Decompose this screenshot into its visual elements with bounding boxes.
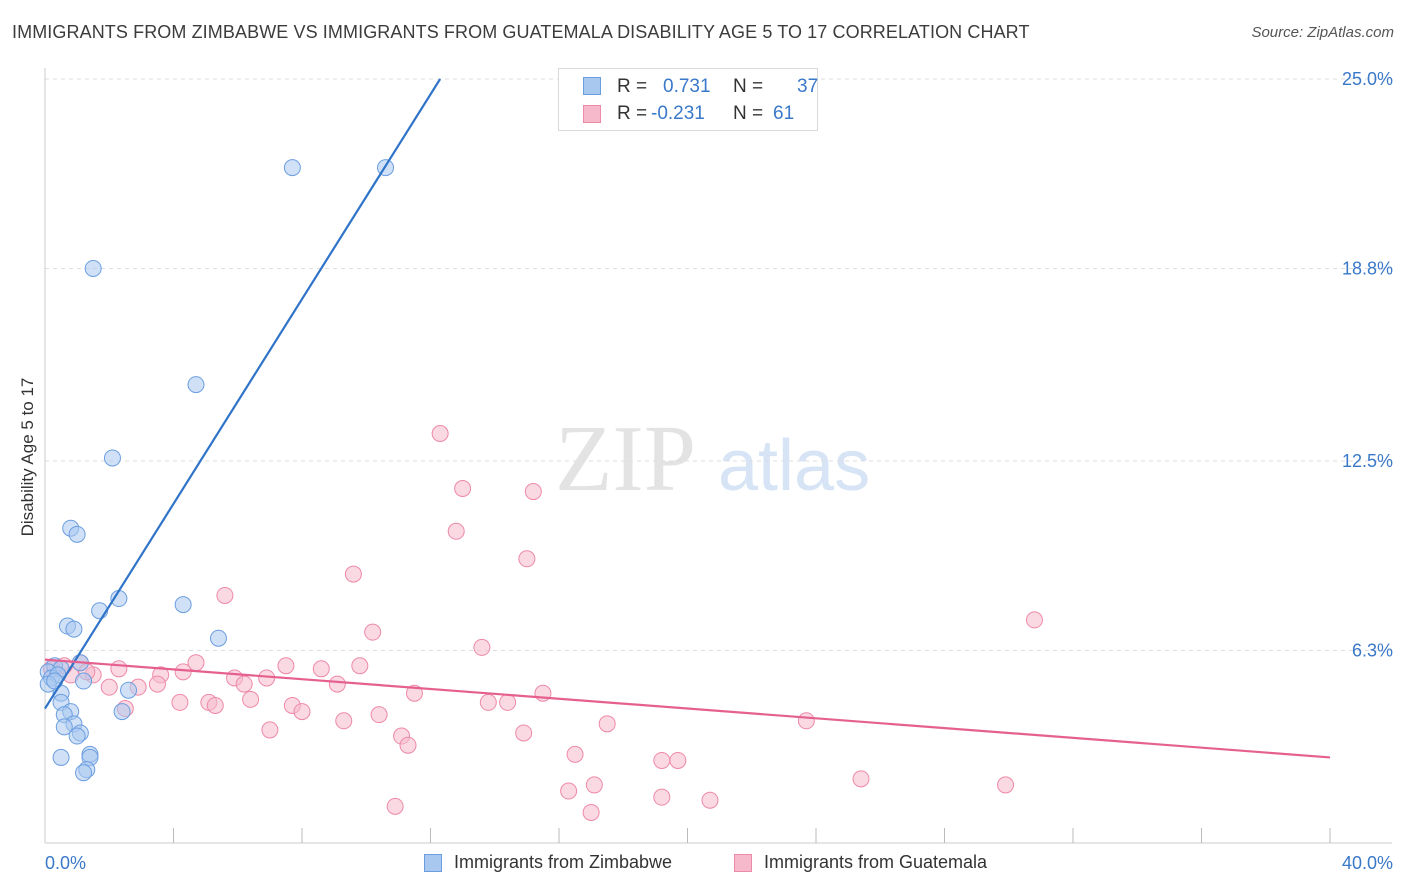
guatemala-point [171,693,189,711]
r-value: -0.231 [651,103,705,124]
guatemala-swatch [734,853,752,872]
guatemala-point [566,745,584,763]
zimbabwe-swatch [583,77,601,95]
zimbabwe-swatch [424,853,442,872]
guatemala-point [351,657,369,675]
grid-lines [45,78,1392,651]
watermark-atlas: atlas [718,426,870,506]
zimbabwe-point [68,727,86,745]
source-label: Source: ZipAtlas.com [1251,24,1394,41]
guatemala-point [479,693,497,711]
y-tick-label: 18.8% [1342,258,1393,278]
guatemala-point [585,776,603,794]
guatemala-point [293,703,311,721]
guatemala-point [328,675,346,693]
guatemala-point [431,424,449,442]
guatemala-point [524,483,542,501]
zimbabwe-point [52,748,70,766]
guatemala-point [669,751,687,769]
guatemala-point [852,770,870,788]
guatemala-point [1025,611,1043,629]
x-tick-label-max: 40.0% [1342,853,1393,873]
trend-lines [44,78,1331,759]
zimbabwe-point [209,629,227,647]
guatemala-point [235,675,253,693]
guatemala-point [701,791,719,809]
correlation-legend: R = 0.731 N = 37 R = -0.231 N = 61 [558,68,818,131]
guatemala-point [261,721,279,739]
guatemala-point [386,797,404,815]
r-label: R = [617,103,648,124]
guatemala-point [277,657,295,675]
guatemala-point [473,638,491,656]
guatemala-point [598,715,616,733]
guatemala-swatch [583,105,601,123]
guatemala-point [560,782,578,800]
r-label: R = [617,76,648,97]
n-value: 61 [773,103,795,124]
guatemala-point [312,660,330,678]
guatemala-point [148,675,166,693]
zimbabwe-point [283,159,301,177]
guatemala-point [344,565,362,583]
axes [44,68,1392,844]
guatemala-point [242,690,260,708]
guatemala-point [447,522,465,540]
guatemala-point [100,678,118,696]
series-legend: Immigrants from Zimbabwe Immigrants from… [0,852,1406,878]
watermark-zip: ZIP [555,407,696,511]
zimbabwe-point [68,525,86,543]
guatemala-point [997,776,1015,794]
guatemala-point [797,712,815,730]
guatemala-point [364,623,382,641]
zimbabwe-point [55,718,73,736]
legend-label-zimbabwe: Immigrants from Zimbabwe [454,852,673,872]
watermark: ZIP atlas [555,407,870,511]
zimbabwe-point [75,764,93,782]
n-value: 37 [797,76,819,97]
legend-item-zimbabwe[interactable]: Immigrants from Zimbabwe [424,852,672,873]
zimbabwe-point [187,376,205,394]
zimbabwe-point [65,620,83,638]
zimbabwe-point [103,449,121,467]
guatemala-point [499,693,517,711]
guatemala-point [174,663,192,681]
guatemala-point [370,706,388,724]
guatemala-trend-line [44,658,1331,759]
guatemala-point [518,550,536,568]
guatemala-point [582,803,600,821]
guatemala-point [515,724,533,742]
guatemala-points [42,424,1043,821]
x-tick-labels: 0.0% 40.0% [45,853,1393,873]
guatemala-point [653,751,671,769]
legend-label-guatemala: Immigrants from Guatemala [764,852,988,872]
zimbabwe-point [84,259,102,277]
y-tick-labels: 6.3% 12.5% 18.8% 25.0% [1342,69,1393,660]
legend-item-guatemala[interactable]: Immigrants from Guatemala [734,852,987,873]
guatemala-point [454,480,472,498]
zimbabwe-trend-line [44,78,442,710]
y-tick-label: 25.0% [1342,69,1393,89]
n-label: N = [733,103,764,124]
x-tick-label-min: 0.0% [45,853,86,873]
guatemala-point [335,712,353,730]
r-value: 0.731 [663,76,711,97]
zimbabwe-point [75,672,93,690]
guatemala-point [405,684,423,702]
y-tick-label: 6.3% [1352,640,1393,660]
zimbabwe-point [174,596,192,614]
guatemala-point [216,586,234,604]
guatemala-point [110,660,128,678]
zimbabwe-point [46,672,64,690]
zimbabwe-point [113,703,131,721]
guatemala-point [653,788,671,806]
n-label: N = [733,76,764,97]
y-tick-label: 12.5% [1342,451,1393,471]
chart-title: IMMIGRANTS FROM ZIMBABWE VS IMMIGRANTS F… [12,22,1030,42]
guatemala-point [206,696,224,714]
zimbabwe-point [120,681,138,699]
guatemala-point [399,736,417,754]
